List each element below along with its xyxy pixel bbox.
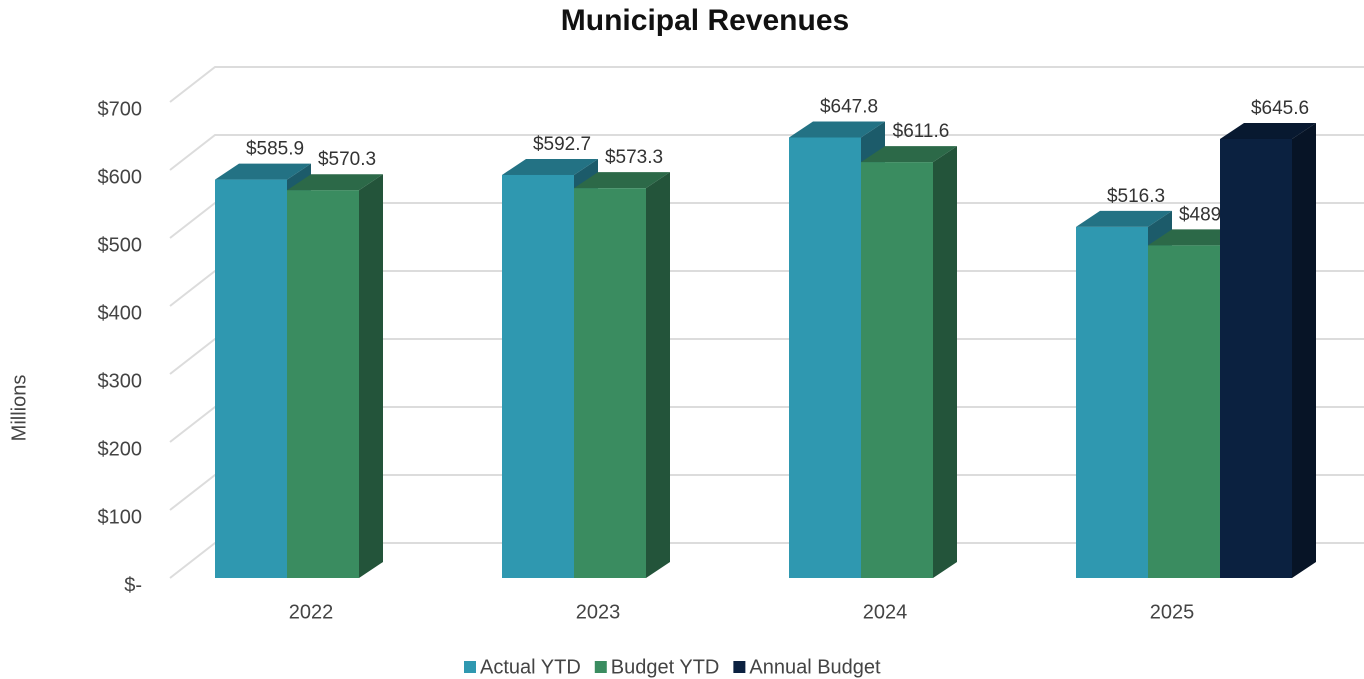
legend-label: Annual Budget [749,656,881,678]
bar-top [789,121,885,138]
grid-line [169,134,1364,171]
x-tick-label: 2023 [576,601,621,623]
bar [1076,226,1148,578]
value-label: $611.6 [893,121,950,142]
legend-label: Actual YTD [480,656,581,678]
value-label: $573.3 [605,147,663,168]
bar [502,174,574,579]
value-label: $592.7 [533,134,591,155]
y-tick-label: $700 [98,98,143,120]
bar-top [1220,122,1316,139]
bar-top [861,146,957,163]
y-tick-label: $200 [98,438,143,460]
x-tick-label: 2025 [1150,601,1195,623]
x-tick-label: 2022 [289,601,334,623]
bar-top [287,174,383,191]
bar-top [215,163,311,180]
bar [287,190,359,579]
bar-side [1292,122,1316,578]
bar-top [1076,210,1172,227]
bar [1148,245,1220,579]
y-tick-label: $300 [98,370,143,392]
bar [215,179,287,578]
y-tick-label: $600 [98,166,143,188]
bar [861,162,933,578]
bar [1220,138,1292,578]
grid-line [169,66,1364,103]
value-label: $585.9 [246,139,304,160]
bar-top [574,172,670,189]
legend-swatch [464,661,476,673]
value-label: $516.3 [1107,186,1165,207]
x-tick-label: 2024 [863,601,908,623]
chart-title: Municipal Revenues [561,4,849,37]
y-tick-label: $400 [98,302,143,324]
y-tick-label: $- [124,574,142,596]
value-label: $647.8 [820,97,878,118]
bar-side [359,174,383,579]
bar-top [502,158,598,175]
bar-side [646,172,670,578]
bar-side [933,146,957,578]
value-label: $645.6 [1251,98,1309,119]
bar [574,188,646,578]
legend-swatch [733,661,746,673]
y-tick-label: $100 [98,506,143,528]
legend-swatch [594,661,607,673]
bar [789,137,861,578]
y-axis-title: Millions [8,375,30,442]
value-label: $570.3 [318,149,376,170]
legend-label: Budget YTD [611,656,720,678]
y-tick-label: $500 [98,234,143,256]
